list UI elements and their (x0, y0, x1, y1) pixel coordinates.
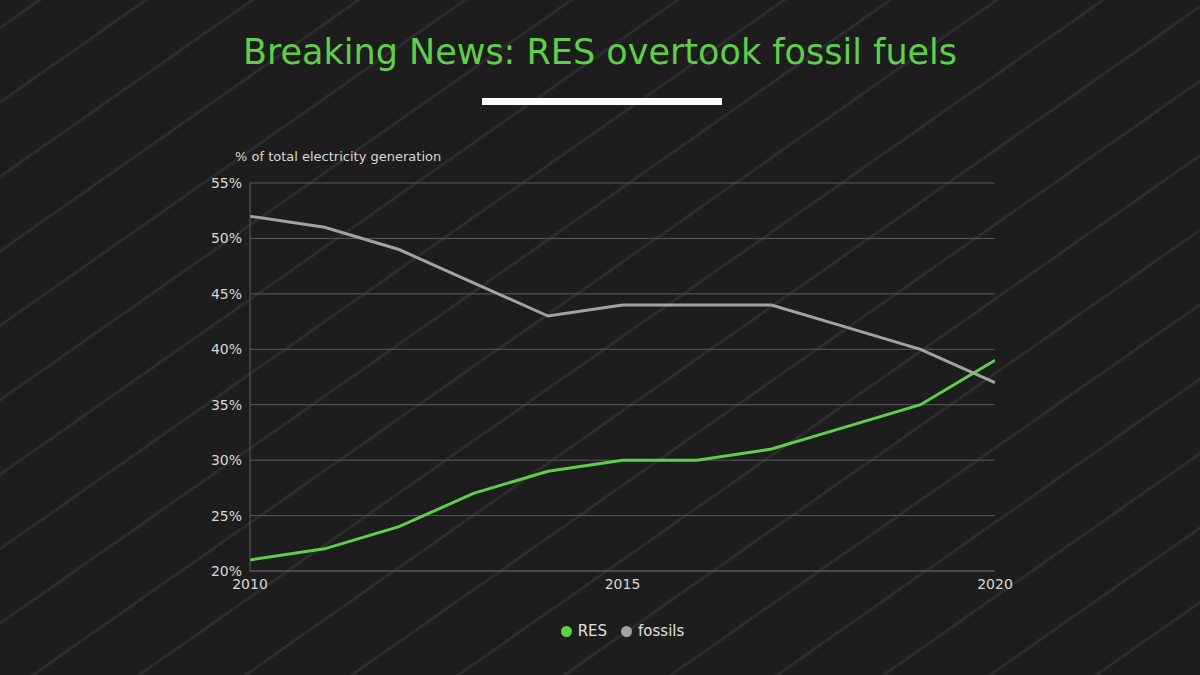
svg-text:2010: 2010 (232, 575, 268, 592)
svg-text:40%: 40% (211, 341, 242, 357)
svg-text:55%: 55% (211, 175, 242, 191)
html-text:RES: RES (577, 622, 608, 640)
svg-text:2015: 2015 (605, 576, 641, 592)
html-text:fossils: fossils (638, 622, 685, 640)
svg-text:20%: 20% (211, 563, 242, 579)
svg-text:35%: 35% (211, 397, 242, 413)
svg-text:45%: 45% (211, 286, 242, 302)
svg-text:25%: 25% (211, 508, 242, 524)
svg-text:50%: 50% (211, 230, 242, 246)
html-text:Breaking News: RES overtook fo: Breaking News: RES overtook fossil fuels (242, 32, 958, 72)
svg-text:30%: 30% (211, 452, 242, 468)
html-text:% of total electricity generat: % of total electricity generation (235, 149, 442, 164)
svg-text:2020: 2020 (977, 576, 1013, 592)
